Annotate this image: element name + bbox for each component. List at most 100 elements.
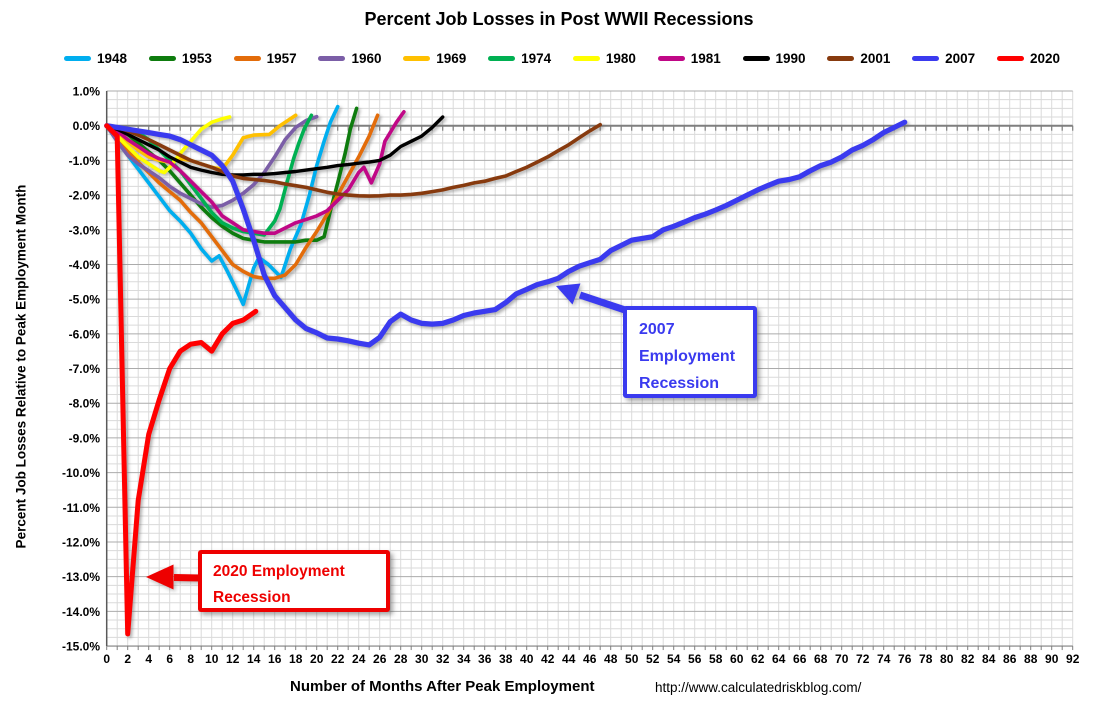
y-tick-label: -11.0% bbox=[63, 501, 101, 515]
legend-swatch-2020 bbox=[996, 56, 1024, 61]
y-tick-label: -3.0% bbox=[69, 223, 101, 237]
series-line-1981 bbox=[104, 110, 406, 235]
y-tick-label: -10.0% bbox=[62, 466, 100, 480]
a2020-callout-text: 2020 Employment bbox=[213, 563, 345, 580]
x-tick-label: 8 bbox=[187, 652, 194, 666]
y-tick-label: -1.0% bbox=[69, 154, 101, 168]
a2020-callout-text: Recession bbox=[213, 589, 291, 606]
legend-swatch-1990 bbox=[742, 56, 770, 61]
series-lines bbox=[104, 104, 908, 637]
x-tick-label: 36 bbox=[478, 652, 492, 666]
x-tick-label: 58 bbox=[709, 652, 723, 666]
x-tick-label: 20 bbox=[310, 652, 324, 666]
x-tick-label: 32 bbox=[436, 652, 450, 666]
legend-year-label: 1953 bbox=[181, 51, 212, 66]
x-tick-label: 56 bbox=[688, 652, 702, 666]
x-tick-label: 50 bbox=[625, 652, 639, 666]
legend-year-label: 1990 bbox=[775, 51, 806, 66]
x-tick-label: 22 bbox=[331, 652, 345, 666]
legend-year-label: 1969 bbox=[436, 51, 467, 66]
series-line-2007 bbox=[104, 119, 908, 348]
legend-swatch-2001 bbox=[827, 56, 855, 61]
x-tick-label: 4 bbox=[145, 652, 152, 666]
legend-item-1969: 1969 bbox=[403, 51, 466, 66]
a2007-arrowhead bbox=[556, 283, 581, 305]
x-tick-label: 26 bbox=[373, 652, 387, 666]
legend-year-label: 2001 bbox=[860, 51, 891, 66]
legend-item-1980: 1980 bbox=[572, 51, 636, 66]
a2007-callout-box: 2007 Employment Recession bbox=[623, 306, 757, 398]
axes bbox=[105, 91, 1074, 651]
x-tick-label: 82 bbox=[961, 652, 975, 666]
legend-year-label: 2020 bbox=[1029, 51, 1060, 66]
x-tick-label: 28 bbox=[394, 652, 408, 666]
x-tick-label: 60 bbox=[730, 652, 744, 666]
x-tick-label: 80 bbox=[940, 652, 954, 666]
a2020-arrowhead bbox=[146, 564, 174, 590]
y-tick-label: 0.0% bbox=[73, 119, 101, 133]
x-tick-label: 44 bbox=[562, 652, 576, 666]
legend-item-2007: 2007 bbox=[912, 51, 975, 66]
a2020-arrow-shaft bbox=[173, 574, 202, 582]
legend-swatch-1948 bbox=[64, 56, 91, 61]
x-tick-label: 76 bbox=[898, 652, 912, 666]
x-tick-label: 88 bbox=[1024, 652, 1038, 666]
y-tick-label: -14.0% bbox=[62, 605, 100, 619]
x-tick-label: 30 bbox=[415, 652, 429, 666]
y-tick-label: -5.0% bbox=[69, 293, 101, 307]
x-tick-label: 10 bbox=[205, 652, 219, 666]
series-line-2001 bbox=[104, 122, 602, 198]
x-tick-label: 12 bbox=[226, 652, 240, 666]
x-tick-label: 6 bbox=[166, 652, 173, 666]
x-tick-label: 54 bbox=[667, 652, 681, 666]
x-tick-label: 48 bbox=[604, 652, 618, 666]
y-tick-label: -8.0% bbox=[69, 397, 101, 411]
y-axis-title: Percent Job Losses Relative to Peak Empl… bbox=[13, 184, 29, 549]
x-tick-label: 84 bbox=[982, 652, 996, 666]
x-tick-label: 74 bbox=[877, 652, 891, 666]
a2007-callout-text: Employment bbox=[639, 348, 736, 365]
y-tick-label: -4.0% bbox=[69, 258, 101, 272]
x-tick-label: 72 bbox=[856, 652, 870, 666]
legend-item-2001: 2001 bbox=[827, 51, 890, 66]
legend-item-1990: 1990 bbox=[742, 51, 806, 66]
x-tick-label: 2 bbox=[124, 652, 131, 666]
chart-title: Percent Job Losses in Post WWII Recessio… bbox=[364, 9, 754, 29]
y-tick-label: -6.0% bbox=[69, 327, 101, 341]
x-tick-label: 86 bbox=[1003, 652, 1017, 666]
series-line-1948 bbox=[104, 104, 340, 307]
legend-item-2020: 2020 bbox=[996, 51, 1060, 66]
legend-year-label: 1981 bbox=[690, 51, 721, 66]
y-tick-label: -2.0% bbox=[69, 189, 101, 203]
x-tick-label: 78 bbox=[919, 652, 933, 666]
y-tick-label: -13.0% bbox=[62, 570, 100, 584]
x-tick-label: 14 bbox=[247, 652, 261, 666]
legend-swatch-1980 bbox=[572, 56, 600, 61]
legend-swatch-1960 bbox=[318, 56, 346, 61]
x-tick-label: 18 bbox=[289, 652, 303, 666]
a2020-callout-box: 2020 Employment Recession bbox=[198, 550, 390, 612]
y-tick-label: -7.0% bbox=[69, 362, 101, 376]
legend-swatch-1957 bbox=[233, 56, 261, 61]
legend-item-1948: 1948 bbox=[64, 51, 127, 66]
a2007-callout-text: Recession bbox=[639, 375, 720, 392]
y-tick-label: -12.0% bbox=[62, 535, 100, 549]
gridlines-major bbox=[106, 90, 1073, 647]
series-line-1990 bbox=[105, 115, 445, 177]
x-tick-label: 40 bbox=[520, 652, 534, 666]
x-tick-label: 68 bbox=[814, 652, 828, 666]
x-tick-label: 64 bbox=[772, 652, 786, 666]
x-tick-label: 66 bbox=[793, 652, 807, 666]
legend-item-1974: 1974 bbox=[488, 51, 551, 66]
legend-year-label: 1980 bbox=[605, 51, 636, 66]
series-line-1980 bbox=[104, 115, 232, 175]
x-tick-label: 62 bbox=[751, 652, 765, 666]
x-tick-label: 34 bbox=[457, 652, 471, 666]
x-tick-label: 0 bbox=[103, 652, 110, 666]
y-tick-label: -15.0% bbox=[62, 640, 100, 654]
x-tick-label: 90 bbox=[1045, 652, 1059, 666]
x-tick-label: 46 bbox=[583, 652, 597, 666]
legend-swatch-1974 bbox=[488, 56, 516, 61]
a2007-callout-text: 2007 bbox=[639, 321, 675, 338]
